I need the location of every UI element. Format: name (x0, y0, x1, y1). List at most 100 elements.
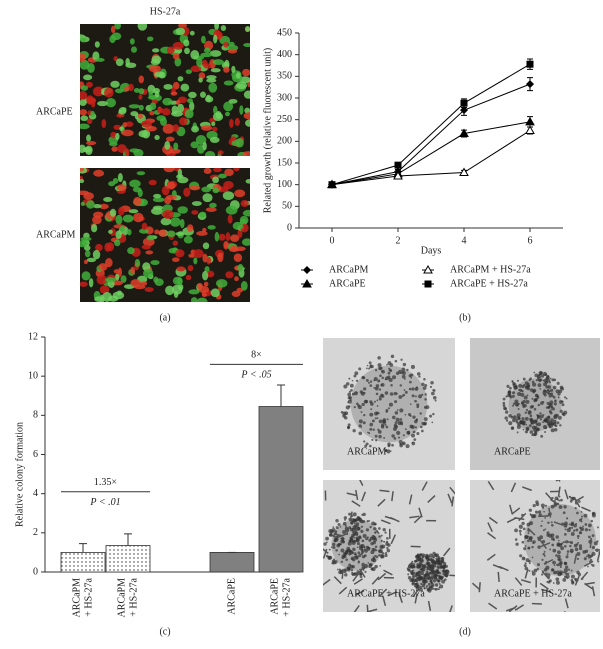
cell (553, 427, 558, 432)
cell (407, 573, 410, 576)
cell (351, 558, 356, 562)
cell (240, 280, 248, 291)
cell (534, 425, 538, 430)
cell (557, 558, 560, 561)
cell (220, 25, 227, 32)
cell (382, 418, 387, 422)
cell (423, 377, 426, 381)
cell (416, 403, 420, 407)
cell (577, 541, 579, 544)
marker (394, 161, 402, 169)
cell (419, 552, 423, 556)
cell (360, 552, 363, 556)
cell (528, 508, 533, 512)
cell (535, 394, 538, 397)
cell (388, 377, 393, 383)
cell (551, 524, 554, 527)
cell (555, 554, 558, 556)
cell (550, 428, 555, 433)
cell (430, 577, 434, 581)
cell (508, 421, 513, 426)
image-label: ARCaPM (347, 446, 387, 457)
cell (423, 417, 428, 421)
cell (94, 296, 104, 302)
cell (551, 378, 555, 382)
cell (217, 252, 224, 263)
cell (113, 269, 120, 274)
cell (356, 542, 360, 546)
cell (80, 52, 86, 63)
cell (534, 430, 538, 434)
cell (118, 107, 127, 115)
spindle-cell (527, 527, 536, 536)
cell (525, 385, 529, 389)
cell (374, 434, 378, 438)
cell (143, 268, 154, 279)
cell (199, 91, 206, 98)
cell (521, 540, 525, 544)
cell (533, 568, 538, 573)
cell (587, 523, 592, 528)
cell (411, 575, 415, 579)
cell (370, 550, 375, 555)
cell (397, 421, 402, 426)
cell (553, 564, 556, 567)
cell (374, 386, 379, 391)
cell (326, 541, 328, 544)
cell (342, 530, 347, 534)
cell (539, 388, 542, 390)
cell (368, 432, 371, 435)
spindle-cell (379, 588, 388, 597)
cell (378, 554, 381, 557)
cell (377, 428, 380, 431)
cell (86, 95, 94, 105)
cell (234, 276, 239, 282)
cell (519, 533, 522, 536)
cell (578, 546, 583, 551)
spindle-cell (509, 504, 514, 515)
y-tick-label: 400 (277, 49, 292, 60)
cell (438, 562, 443, 566)
cell (362, 512, 366, 517)
cell (408, 387, 412, 391)
cell (411, 570, 414, 573)
cell (122, 214, 134, 223)
cell (418, 576, 423, 581)
cell (337, 542, 341, 546)
cell (108, 229, 113, 234)
cell (371, 419, 375, 423)
cell (371, 566, 376, 572)
cell (360, 543, 365, 548)
cell (378, 388, 382, 391)
cell (375, 530, 379, 533)
cell (572, 529, 576, 532)
cell (564, 528, 567, 531)
spindle-cell (541, 571, 550, 580)
image-label: ARCaPE (494, 446, 531, 457)
cell (432, 551, 436, 556)
cell (363, 440, 366, 443)
cell (353, 391, 358, 396)
cell (542, 529, 545, 532)
cell (512, 391, 516, 395)
cell (93, 169, 105, 177)
cell (533, 407, 537, 411)
cell (140, 281, 148, 286)
cell (204, 96, 214, 103)
cell (532, 504, 536, 508)
cell (533, 433, 537, 437)
cell (349, 565, 354, 569)
spindle-cell (398, 593, 403, 604)
cell (150, 59, 161, 66)
cell (543, 555, 546, 557)
image-label: ARCaPE + HS-27a (347, 588, 425, 599)
cell (80, 236, 92, 242)
cell (385, 408, 389, 413)
cell (183, 235, 193, 244)
cell (165, 285, 175, 296)
cell (416, 563, 420, 566)
x-tick-label: ARCaPM (71, 578, 82, 618)
cell (437, 567, 440, 570)
cell (411, 433, 415, 438)
x-tick-label: + HS-27a (128, 577, 139, 616)
